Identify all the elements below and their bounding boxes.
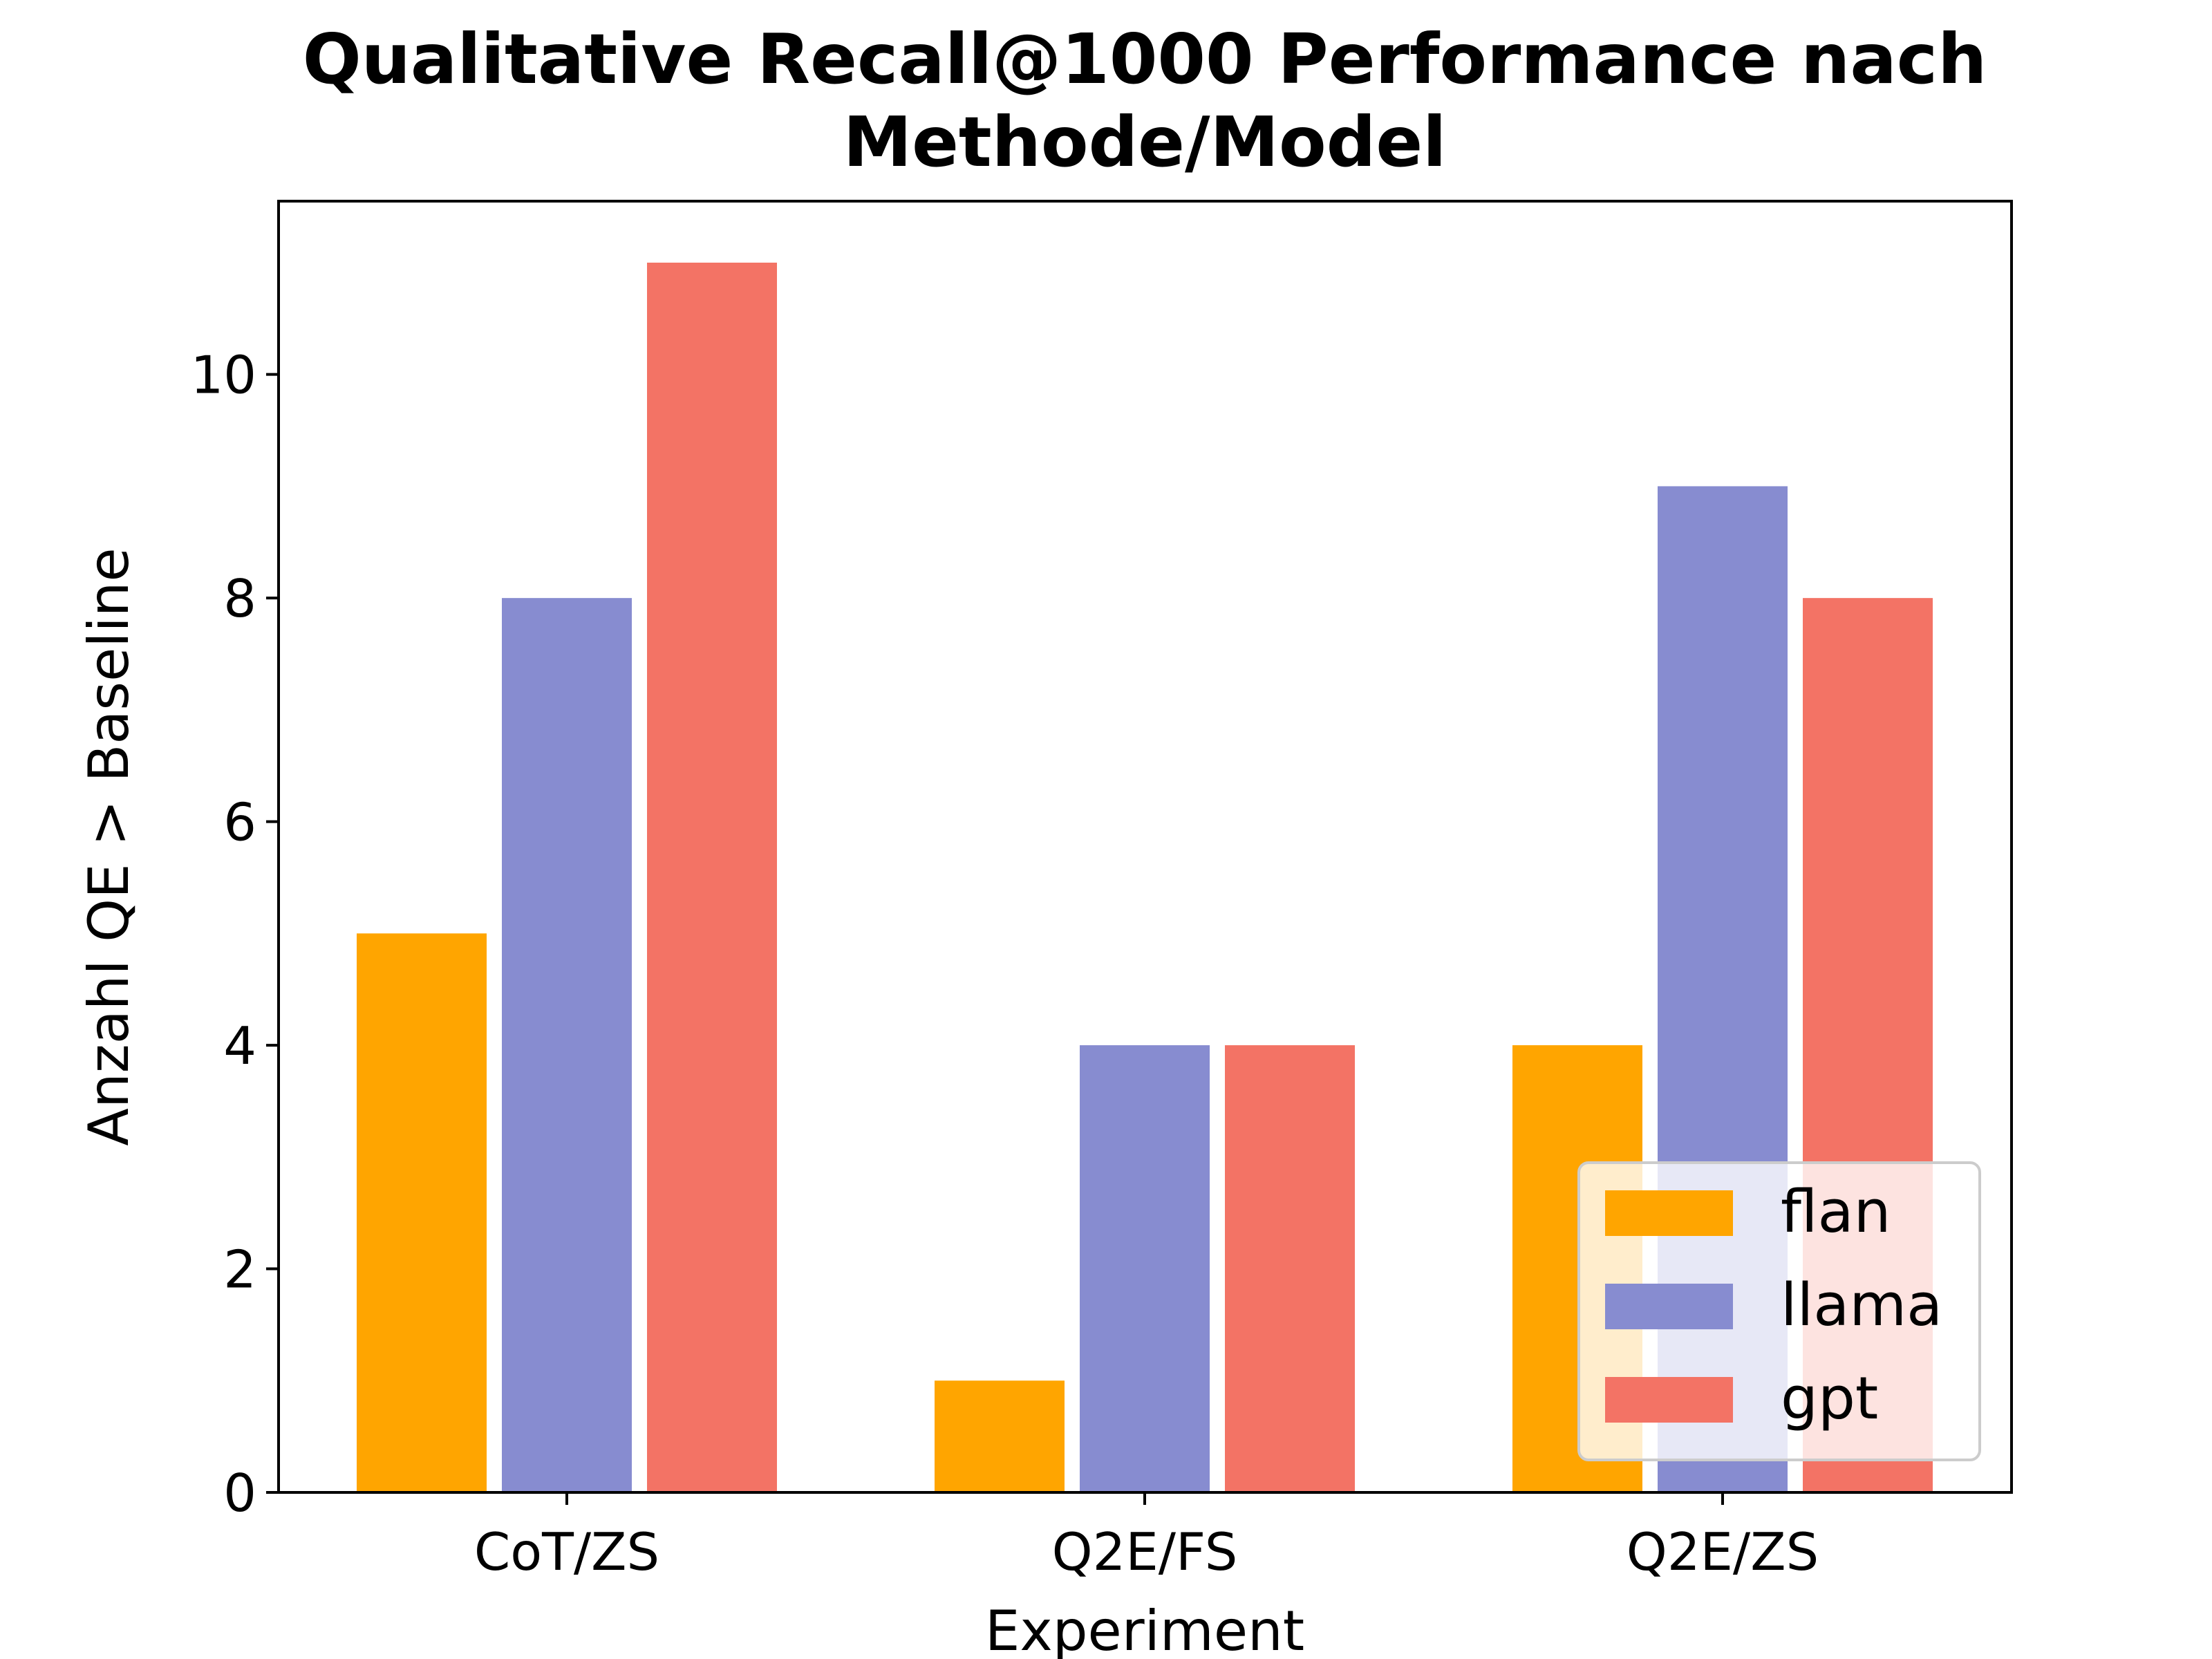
legend-swatch-llama xyxy=(1605,1284,1733,1329)
x-tick-label: Q2E/ZS xyxy=(1627,1521,1819,1582)
y-tick-label: 8 xyxy=(223,568,256,629)
y-tick-label: 10 xyxy=(191,345,256,406)
x-ticks-group: CoT/ZS Q2E/FS Q2E/ZS xyxy=(474,1492,1819,1582)
bar-gpt-q2e-fs xyxy=(1225,1045,1355,1492)
legend: flan llama gpt xyxy=(1577,1161,1981,1461)
bar-flan-cot-zs xyxy=(357,933,487,1492)
legend-swatch-gpt xyxy=(1605,1377,1733,1423)
legend-label-flan: flan xyxy=(1781,1178,1891,1246)
legend-swatch-flan xyxy=(1605,1190,1733,1236)
bar-flan-q2e-fs xyxy=(935,1380,1065,1492)
plot-frame xyxy=(277,200,2013,1494)
x-tick-label: Q2E/FS xyxy=(1052,1521,1238,1582)
y-tick-label: 0 xyxy=(223,1463,256,1524)
bar-gpt-cot-zs xyxy=(647,262,777,1492)
y-ticks-group: 0 2 4 6 8 10 xyxy=(191,345,279,1524)
x-axis-label: Experiment xyxy=(985,1599,1304,1659)
bar-llama-q2e-fs xyxy=(1080,1045,1210,1492)
x-tick-label: CoT/ZS xyxy=(474,1521,659,1582)
y-axis-label: Anzahl QE > Baseline xyxy=(77,547,141,1145)
legend-label-llama: llama xyxy=(1781,1271,1942,1340)
bar-llama-cot-zs xyxy=(502,598,632,1492)
y-tick-label: 2 xyxy=(223,1239,256,1300)
chart-title-line-1: Qualitative Recall@1000 Performance nach xyxy=(303,19,1987,100)
legend-label-gpt: gpt xyxy=(1781,1365,1878,1433)
chart-title-line-2: Methode/Model xyxy=(843,102,1447,182)
y-tick-label: 4 xyxy=(223,1015,256,1076)
y-tick-label: 6 xyxy=(223,792,256,853)
